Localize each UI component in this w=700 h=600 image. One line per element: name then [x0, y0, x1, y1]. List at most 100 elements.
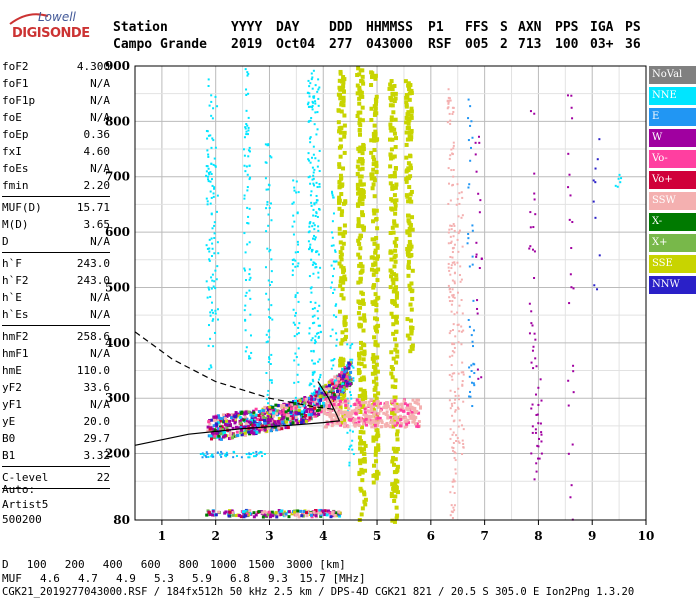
echo-point	[332, 314, 335, 317]
echo-point	[212, 139, 215, 142]
echo-point	[478, 267, 481, 270]
header-iga-label: IGA	[590, 20, 614, 35]
echo-point	[449, 154, 452, 157]
echo-point	[371, 182, 376, 187]
echo-point	[219, 453, 222, 456]
echo-point	[343, 315, 348, 320]
echo-point	[374, 138, 379, 143]
echo-point	[292, 258, 295, 261]
echo-point	[360, 470, 365, 475]
echo-point	[348, 448, 351, 451]
echo-point	[360, 118, 365, 123]
echo-point	[338, 387, 342, 391]
echo-point	[469, 390, 472, 393]
param-value: N/A	[90, 291, 110, 304]
echo-point	[370, 421, 374, 425]
echo-point	[343, 366, 347, 370]
echo-point	[407, 336, 412, 341]
echo-point	[207, 511, 211, 515]
echo-point	[314, 111, 317, 114]
echo-point	[331, 194, 334, 197]
echo-point	[205, 244, 208, 247]
echo-point	[409, 106, 414, 111]
echo-point	[311, 359, 314, 362]
echo-point	[404, 120, 409, 125]
echo-point	[244, 127, 247, 130]
echo-point	[211, 137, 214, 140]
echo-point	[374, 396, 379, 401]
echo-point	[349, 394, 352, 397]
echo-point	[308, 416, 312, 420]
echo-point	[294, 352, 297, 355]
echo-point	[212, 455, 215, 458]
echo-point	[451, 288, 454, 291]
echo-point	[392, 84, 397, 89]
echo-point	[469, 124, 472, 127]
echo-point	[537, 403, 540, 406]
echo-point	[245, 94, 248, 97]
echo-point	[270, 258, 273, 261]
echo-point	[452, 106, 455, 109]
echo-point	[356, 217, 361, 222]
echo-point	[340, 371, 344, 375]
echo-point	[407, 221, 412, 226]
echo-point	[208, 288, 211, 291]
echo-point	[347, 401, 350, 404]
echo-point	[468, 265, 471, 268]
echo-point	[449, 273, 452, 276]
echo-point	[266, 340, 269, 343]
echo-point	[276, 419, 280, 423]
echo-point	[305, 514, 309, 518]
echo-point	[279, 512, 283, 516]
echo-point	[392, 219, 397, 224]
echo-point	[339, 212, 344, 217]
echo-point	[363, 396, 368, 401]
echo-point	[247, 129, 250, 132]
echo-point	[386, 424, 390, 428]
echo-point	[456, 406, 459, 409]
y-tick-label: 400	[105, 336, 130, 350]
echo-point	[206, 296, 209, 299]
echo-point	[244, 514, 248, 518]
echo-point	[246, 424, 250, 428]
echo-point	[283, 412, 287, 416]
echo-point	[267, 510, 271, 514]
echo-point	[327, 384, 331, 388]
echo-point	[307, 91, 310, 94]
echo-point	[330, 418, 334, 422]
echo-point	[461, 196, 464, 199]
param-value: 4.300	[76, 60, 110, 73]
param-row: h`F 243.0	[2, 255, 110, 272]
echo-point	[231, 513, 235, 517]
echo-point	[243, 267, 246, 270]
echo-point	[211, 242, 214, 245]
echo-point	[452, 111, 455, 114]
echo-point	[395, 429, 400, 434]
echo-point	[449, 255, 452, 258]
echo-point	[396, 418, 400, 422]
echo-point	[374, 427, 379, 432]
echo-point	[315, 181, 318, 184]
echo-point	[357, 199, 362, 204]
echo-point	[348, 464, 351, 467]
echo-point	[310, 156, 313, 159]
echo-point	[447, 262, 450, 265]
echo-point	[406, 259, 411, 264]
echo-point	[213, 434, 217, 438]
echo-point	[293, 335, 296, 338]
echo-point	[223, 417, 227, 421]
echo-point	[353, 408, 357, 412]
echo-point	[337, 162, 342, 167]
echo-point	[358, 89, 363, 94]
echo-point	[394, 303, 399, 308]
echo-point	[540, 440, 543, 443]
echo-point	[388, 285, 393, 290]
header-day-label: DAY	[276, 20, 300, 35]
echo-point	[338, 405, 343, 410]
echo-point	[458, 398, 461, 401]
echo-point	[293, 510, 297, 514]
echo-point	[417, 398, 421, 402]
echo-point	[393, 253, 398, 258]
echo-point	[466, 242, 469, 245]
echo-point	[312, 350, 315, 353]
